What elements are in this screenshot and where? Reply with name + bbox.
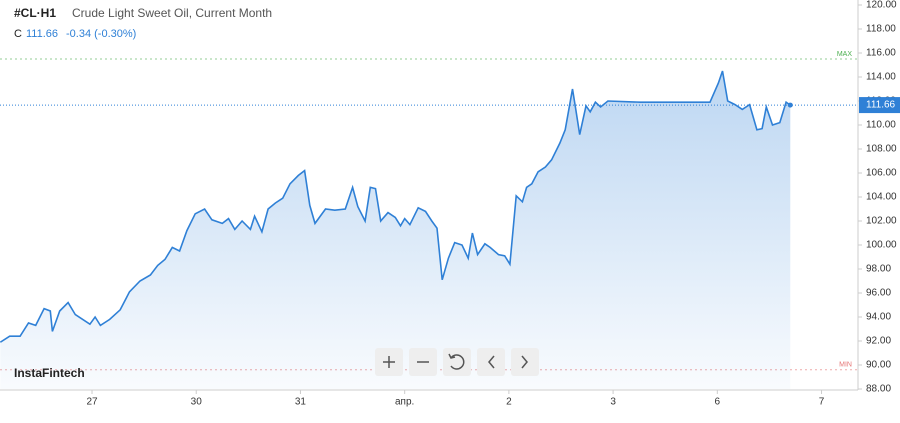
change: -0.34 (-0.30%) <box>66 28 136 40</box>
zoom-controls <box>375 348 539 376</box>
x-tick-label: 2 <box>506 397 512 408</box>
plot-area <box>0 58 858 389</box>
y-tick-label: 92.00 <box>866 336 891 347</box>
scroll-left-button[interactable] <box>477 348 505 376</box>
reset-button[interactable] <box>443 348 471 376</box>
y-tick-label: 116.00 <box>866 48 896 59</box>
x-tick-label: 30 <box>191 397 203 408</box>
y-tick-label: 102.00 <box>866 216 897 227</box>
close-value: 111.66 <box>26 28 58 40</box>
y-tick-label: 114.00 <box>866 72 896 83</box>
header-bg <box>8 4 278 44</box>
y-tick-label: 100.00 <box>866 240 897 251</box>
x-tick-label: апр. <box>395 397 414 408</box>
watermark: InstaFintech <box>14 366 85 380</box>
x-tick-label: 7 <box>819 397 825 408</box>
close-label: C <box>14 28 22 40</box>
chart-title: Crude Light Sweet Oil, Current Month <box>72 6 272 20</box>
reference-label: MIN <box>839 362 852 369</box>
y-tick-label: 106.00 <box>866 168 897 179</box>
last-price-tag <box>859 97 900 114</box>
zoom-out-button[interactable] <box>409 348 437 376</box>
scroll-right-button[interactable] <box>511 348 539 376</box>
last-point <box>787 102 793 108</box>
x-tick-label: 6 <box>715 397 721 408</box>
header: #CL·H1 Crude Light Sweet Oil, Current Mo… <box>8 4 278 44</box>
y-tick-label: 108.00 <box>866 144 897 155</box>
symbol: #CL·H1 <box>14 6 56 20</box>
area-fill <box>0 71 791 389</box>
reference-label: MAX <box>837 51 853 58</box>
y-tick-label: 118.00 <box>866 24 896 35</box>
y-tick-label: 120.00 <box>866 0 897 11</box>
y-tick-label: 88.00 <box>866 384 891 395</box>
last-price-label: 111.66 <box>866 100 896 111</box>
y-tick-label: 90.00 <box>866 360 891 371</box>
y-tick-label: 104.00 <box>866 192 897 203</box>
y-tick-label: 98.00 <box>866 264 891 275</box>
price-line <box>0 70 791 343</box>
x-tick-label: 3 <box>610 397 616 408</box>
x-tick-label: 31 <box>295 397 307 408</box>
y-tick-label: 110.00 <box>866 120 896 131</box>
y-tick-label: 94.00 <box>866 312 891 323</box>
y-tick-label: 96.00 <box>866 288 891 299</box>
x-tick-label: 27 <box>86 397 98 408</box>
zoom-in-button[interactable] <box>375 348 403 376</box>
